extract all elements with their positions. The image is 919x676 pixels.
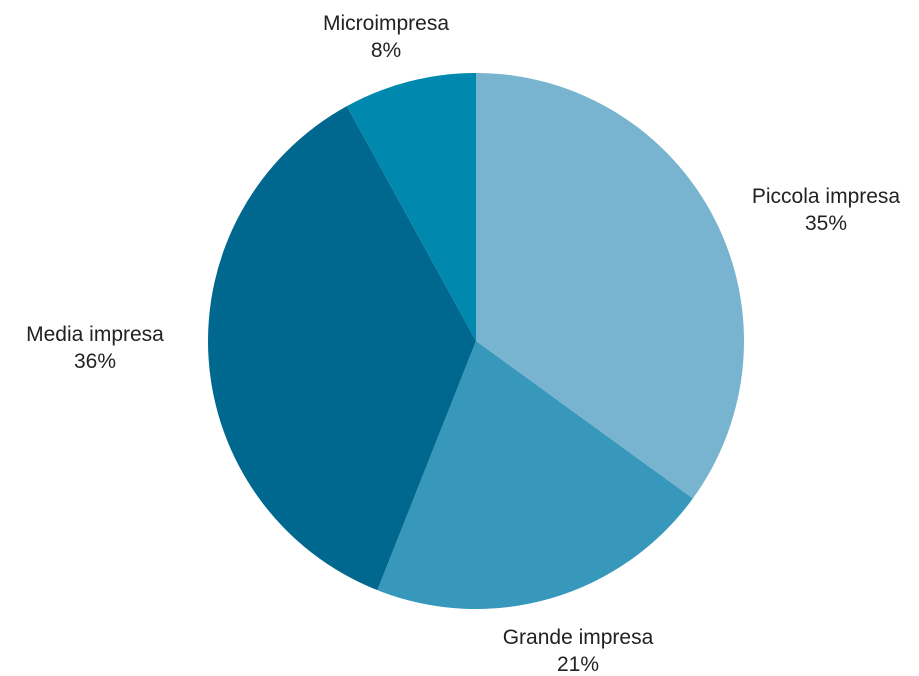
pie-slice-microimpresa (346, 73, 476, 341)
slice-percent-label: 8% (371, 39, 401, 62)
pie-slice-piccola-impresa (476, 73, 745, 499)
pie-slice-media-impresa (207, 106, 476, 591)
pie-slices (207, 73, 745, 610)
slice-percent-label: 36% (74, 350, 116, 373)
slice-percent-label: 21% (557, 653, 599, 676)
pie-labels: Piccola impresa 35% Grande impresa 21% Media… (26, 12, 900, 676)
slice-name-label: Grande impresa (503, 626, 654, 649)
slice-percent-label: 35% (805, 212, 847, 235)
slice-name-label: Media impresa (26, 323, 164, 346)
slice-name-label: Piccola impresa (752, 185, 901, 208)
slice-name-label: Microimpresa (323, 12, 449, 35)
pie-slice-grande-impresa (377, 341, 693, 610)
